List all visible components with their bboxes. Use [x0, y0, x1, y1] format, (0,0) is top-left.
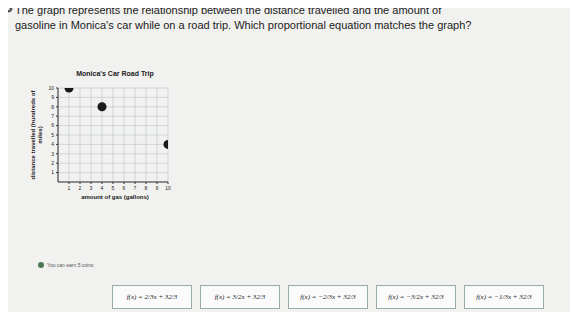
svg-text:10: 10 [48, 85, 54, 91]
svg-text:4: 4 [101, 185, 104, 191]
svg-text:8: 8 [145, 185, 148, 191]
svg-text:6: 6 [123, 185, 126, 191]
svg-text:4: 4 [51, 141, 54, 147]
svg-text:5: 5 [51, 132, 54, 138]
html-text:distance travelled (hundreds o: distance travelled (hundreds of miles) [30, 90, 43, 180]
svg-text:6: 6 [51, 122, 54, 128]
svg-text:1: 1 [68, 185, 71, 191]
svg-text:9: 9 [156, 185, 159, 191]
svg-text:5: 5 [112, 185, 115, 191]
svg-text:2: 2 [51, 160, 54, 166]
svg-text:8: 8 [51, 104, 54, 110]
html-text:f(x) = 3/2x + 32/3: f(x) = 3/2x + 32/3 [214, 293, 266, 301]
svg-text:7: 7 [51, 113, 54, 119]
html-text:The graph represents the relat: The graph represents the relationship be… [15, 4, 472, 31]
svg-text:10: 10 [165, 185, 171, 191]
svg-text:3: 3 [51, 151, 54, 157]
html-text:f(x) = −2/3x + 32/3: f(x) = −2/3x + 32/3 [300, 293, 356, 301]
svg-text:1: 1 [51, 169, 54, 175]
html-text:f(x) = 2/3x + 32/3: f(x) = 2/3x + 32/3 [126, 293, 178, 301]
svg-text:9: 9 [51, 94, 54, 100]
html-text:You can earn 5 coins: You can earn 5 coins [47, 262, 94, 268]
html-text:f(x) = −3/2x + 32/3: f(x) = −3/2x + 32/3 [388, 293, 444, 301]
svg-text:2: 2 [79, 185, 82, 191]
svg-text:3: 3 [90, 185, 93, 191]
html-text:amount of gas (gallons): amount of gas (gallons) [81, 194, 149, 200]
html-text:Monica's Car Road Trip: Monica's Car Road Trip [76, 70, 154, 77]
html-text:f(x) = −1/3x + 32/3: f(x) = −1/3x + 32/3 [476, 293, 532, 301]
svg-text:7: 7 [134, 185, 137, 191]
